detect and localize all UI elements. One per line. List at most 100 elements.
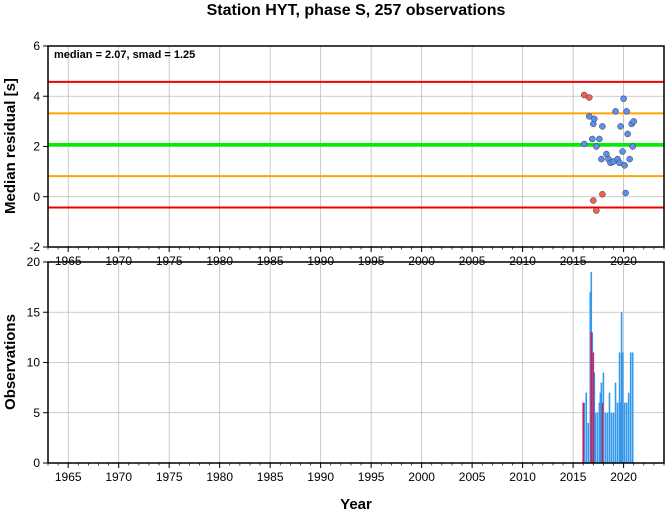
y-tick-label: 20	[27, 255, 41, 269]
observations-ticks: 1965 1970 1975 1980 1985 1990 1995 2000 2005 2010…	[27, 255, 665, 484]
median-annotation: median = 2.07, smad = 1.25	[54, 49, 195, 61]
observation-bar	[590, 332, 593, 463]
data-point	[599, 190, 606, 198]
data-point	[612, 108, 619, 115]
data-point	[598, 155, 605, 163]
data-point	[593, 207, 600, 214]
data-point	[580, 140, 588, 148]
observation-bar	[614, 382, 617, 463]
x-tick-label: 1980	[206, 470, 233, 484]
x-tick-label: 1965	[55, 254, 82, 268]
residual-grid	[48, 45, 664, 248]
y-tick-label: -2	[29, 240, 40, 254]
x-tick-label: 2000	[408, 254, 435, 268]
observation-bar	[606, 412, 609, 463]
x-tick-label: 1985	[257, 470, 284, 484]
observation-bar	[596, 412, 599, 463]
observation-bar	[621, 352, 624, 463]
data-point	[623, 108, 630, 115]
observation-bar	[583, 402, 586, 463]
observation-bar	[587, 422, 590, 463]
observations-grid	[48, 261, 664, 464]
x-tick-label: 2005	[459, 470, 486, 484]
residual-panel: 1965 1970 1975 1980 1985 1990 1995 2000 2005 2010…	[2, 39, 665, 268]
observation-bar	[582, 402, 585, 463]
x-tick-label: 1975	[156, 254, 183, 268]
x-tick-label: 2020	[610, 470, 637, 484]
observations-panel: 1965 1970 1975 1980 1985 1990 1995 2000 2005 2010…	[2, 255, 665, 484]
observation-bar	[623, 402, 626, 463]
x-tick-label: 2015	[560, 470, 587, 484]
observation-bar	[589, 292, 592, 463]
observation-bar	[593, 372, 596, 463]
data-point	[590, 197, 597, 204]
x-tick-label: 2000	[408, 470, 435, 484]
observation-bar	[594, 412, 597, 463]
observation-bar	[618, 352, 621, 463]
observation-bar	[585, 392, 588, 463]
observation-bar	[602, 372, 605, 463]
observation-bar	[629, 352, 632, 463]
x-tick-label: 2005	[459, 254, 486, 268]
y-tick-label: 2	[33, 140, 40, 154]
y-tick-label: 0	[33, 190, 40, 204]
data-point	[620, 95, 627, 103]
x-tick-label: 1990	[307, 254, 334, 268]
data-point	[617, 123, 624, 130]
x-tick-label: 1990	[307, 470, 334, 484]
data-point	[599, 123, 606, 130]
data-point	[622, 189, 629, 197]
x-tick-label: 2020	[610, 254, 637, 268]
x-tick-label: 1970	[105, 254, 132, 268]
residual-reference-lines	[48, 80, 664, 209]
observation-bar	[599, 392, 602, 463]
y-tick-label: 5	[33, 406, 40, 420]
data-point	[626, 155, 633, 163]
observations-bars	[582, 272, 634, 463]
data-point	[621, 162, 628, 169]
observation-bar	[601, 402, 604, 463]
x-tick-label: 1975	[156, 470, 183, 484]
residual-points	[580, 91, 637, 214]
x-tick-label: 2010	[509, 254, 536, 268]
observation-bar	[619, 402, 622, 463]
data-point	[629, 143, 636, 150]
y-tick-label: 0	[33, 456, 40, 470]
data-point	[593, 143, 600, 150]
data-point	[624, 130, 631, 138]
observation-bar	[631, 352, 634, 463]
residual-y-axis-label: Median residual [s]	[2, 78, 19, 214]
observation-bar	[620, 312, 623, 463]
data-point	[596, 135, 603, 143]
observations-y-axis-label: Observations	[2, 314, 19, 410]
data-point	[589, 135, 596, 143]
observation-bar	[600, 382, 603, 463]
observation-bar	[608, 392, 611, 463]
observation-bar	[591, 332, 594, 463]
observation-bar	[598, 402, 601, 463]
x-tick-label: 1995	[358, 470, 385, 484]
data-point	[619, 148, 626, 155]
x-tick-label: 1995	[358, 254, 385, 268]
y-tick-label: 6	[33, 39, 40, 53]
x-tick-label: 2015	[560, 254, 587, 268]
observation-bar	[616, 402, 619, 463]
observation-bar	[627, 392, 630, 463]
x-tick-label: 2010	[509, 470, 536, 484]
x-axis-label: Year	[340, 496, 372, 511]
y-tick-label: 10	[27, 356, 41, 370]
x-tick-label: 1965	[55, 470, 82, 484]
observation-bar	[625, 402, 628, 463]
x-tick-label: 1985	[257, 254, 284, 268]
data-point	[591, 115, 598, 123]
observation-bar	[612, 412, 615, 463]
data-point	[630, 118, 637, 125]
observation-bar	[610, 412, 613, 463]
y-tick-label: 15	[27, 305, 41, 319]
data-point	[586, 94, 593, 101]
x-tick-label: 1980	[206, 254, 233, 268]
residual-ticks: 1965 1970 1975 1980 1985 1990 1995 2000 2005 2010…	[29, 39, 665, 268]
observation-bar	[592, 352, 595, 463]
